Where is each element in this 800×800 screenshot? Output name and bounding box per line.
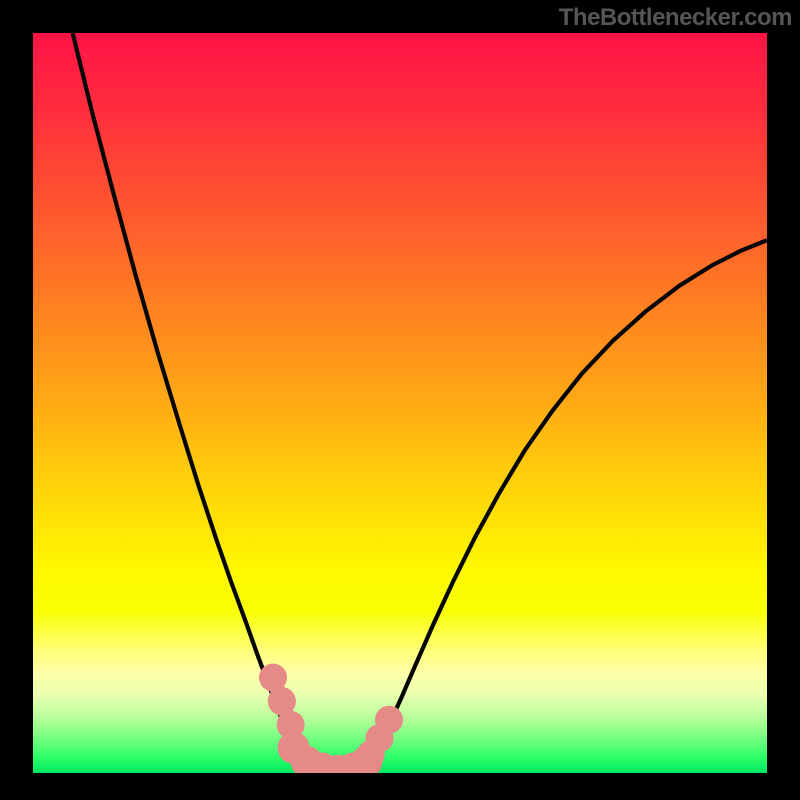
marker-right-1-cap	[375, 706, 403, 734]
watermark-text: TheBottlenecker.com	[559, 4, 792, 32]
chart-frame: TheBottlenecker.com	[0, 0, 800, 800]
bottleneck-chart	[33, 33, 767, 773]
gradient-background	[33, 33, 767, 773]
